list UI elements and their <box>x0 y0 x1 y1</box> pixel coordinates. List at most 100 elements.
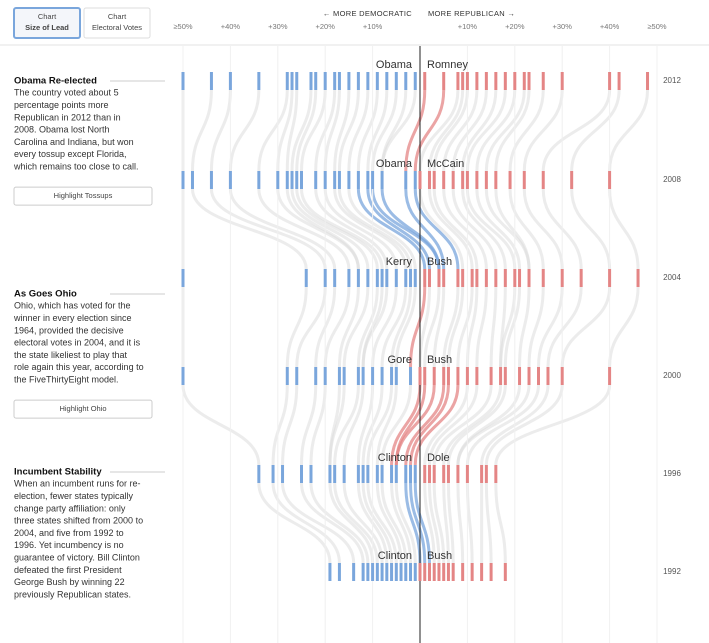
flow <box>394 384 436 466</box>
state-bar <box>342 367 346 385</box>
state-bar <box>409 269 413 287</box>
state-bar <box>489 367 493 385</box>
state-bar <box>489 563 493 581</box>
state-bar <box>337 72 341 90</box>
flow <box>404 384 446 466</box>
state-bar <box>470 269 474 287</box>
flow <box>465 188 517 270</box>
button-line2: Electoral Votes <box>92 23 142 32</box>
state-bar <box>427 171 431 189</box>
state-bar <box>456 72 460 90</box>
flow <box>427 89 465 172</box>
state-bar <box>380 367 384 385</box>
flow <box>366 188 431 270</box>
flow <box>456 384 531 466</box>
state-bar <box>366 563 370 581</box>
note-line: previously Republican states. <box>14 589 131 599</box>
year-label: 1996 <box>663 469 681 478</box>
chart-toggle-button[interactable]: Chart Electoral Votes <box>83 7 151 39</box>
note-line: Republican in 2012 than in <box>14 112 121 122</box>
flow <box>190 89 213 172</box>
state-bar <box>300 465 303 483</box>
flow <box>271 384 289 466</box>
flow <box>413 482 431 564</box>
state-bar <box>446 367 450 385</box>
state-bar <box>423 72 427 90</box>
state-bar <box>356 269 360 287</box>
state-bar <box>285 171 289 189</box>
note-line: which remains too close to call. <box>13 161 139 171</box>
state-bar <box>527 269 531 287</box>
flow <box>475 89 517 172</box>
flow <box>522 89 564 172</box>
flow <box>314 188 389 270</box>
flow <box>285 286 308 368</box>
state-bar <box>309 465 313 483</box>
highlight-button[interactable]: Highlight Ohio <box>13 399 153 419</box>
state-bar <box>323 171 327 189</box>
state-bar <box>390 367 394 385</box>
button-box <box>13 7 81 39</box>
flow <box>333 188 408 270</box>
state-bar <box>541 72 545 90</box>
state-bar <box>304 269 308 287</box>
chart-toggle-button[interactable]: Chart Size of Lead <box>13 7 81 39</box>
flow <box>333 482 379 564</box>
state-bar <box>404 72 408 90</box>
flow <box>475 286 488 368</box>
button-box <box>13 186 153 206</box>
state-bar <box>404 269 408 287</box>
flow <box>413 384 460 466</box>
state-bar <box>333 171 337 189</box>
state-bar <box>356 465 360 483</box>
state-bar <box>475 269 479 287</box>
state-bar <box>442 269 446 287</box>
state-bar <box>271 465 275 483</box>
note-line: winner in every election since <box>13 313 132 323</box>
state-bar <box>366 171 370 189</box>
flow <box>281 384 299 466</box>
button-label: Highlight Tossups <box>54 191 113 200</box>
rep-candidate: McCain <box>427 158 464 170</box>
flow <box>418 89 460 172</box>
flow <box>323 188 398 270</box>
highlight-button[interactable]: Highlight Tossups <box>13 186 153 206</box>
note-line: change party affiliation: only <box>14 503 126 513</box>
state-bar <box>456 367 460 385</box>
state-bar <box>465 171 469 189</box>
state-bar <box>494 72 498 90</box>
state-bar <box>399 563 403 581</box>
state-bar <box>442 367 446 385</box>
state-bar <box>499 367 503 385</box>
flow <box>494 188 531 270</box>
state-bar <box>513 72 517 90</box>
state-bar <box>541 269 545 287</box>
flow <box>546 286 583 368</box>
main: Chart Size of Lead Chart Electoral Votes ≥50… <box>13 7 681 643</box>
flow <box>446 482 455 564</box>
state-bar <box>347 72 351 90</box>
dem-candidate: Clinton <box>378 550 412 562</box>
flow <box>465 384 540 466</box>
state-bar <box>646 72 650 90</box>
dem-candidate: Clinton <box>378 452 412 464</box>
x-tick-label: ≥50% <box>647 22 666 31</box>
flow <box>323 286 351 368</box>
state-bar <box>281 465 285 483</box>
note-line: When an incumbent runs for re- <box>14 479 141 489</box>
state-bar <box>456 465 460 483</box>
state-bar <box>442 72 446 90</box>
flow <box>570 89 621 172</box>
flow <box>390 286 413 368</box>
state-bar <box>181 269 185 287</box>
state-bar <box>475 171 479 189</box>
state-bar <box>413 171 417 189</box>
flow <box>347 188 417 270</box>
note-line: every tossup except Florida, <box>14 149 127 159</box>
state-bar <box>371 563 375 581</box>
flow <box>432 482 446 564</box>
state-bar <box>333 465 337 483</box>
flow <box>484 384 564 466</box>
flow <box>300 482 365 564</box>
state-bar <box>375 465 379 483</box>
